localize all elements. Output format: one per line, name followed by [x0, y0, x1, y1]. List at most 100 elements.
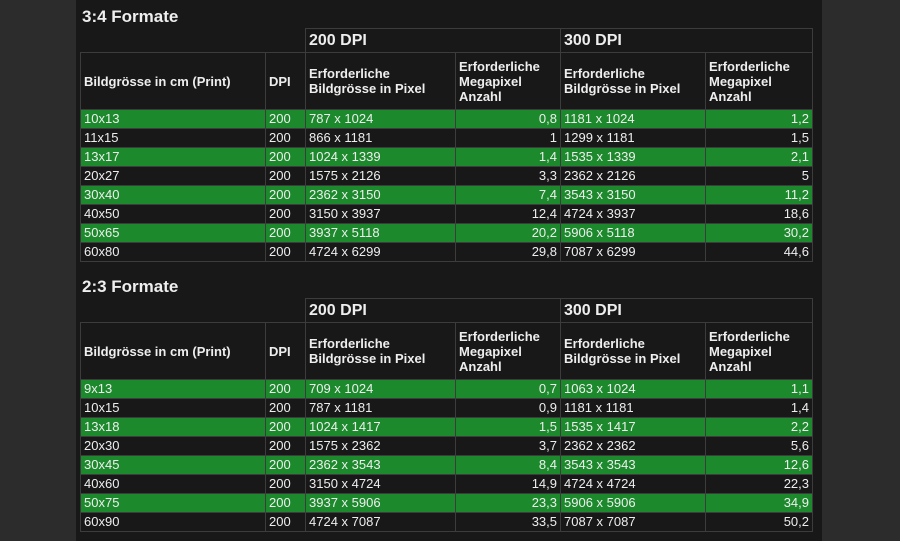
- table-cell: 18,6: [705, 204, 813, 224]
- table-cell: 200: [265, 493, 306, 513]
- table-cell: 20,2: [455, 223, 561, 243]
- table-cell: 10x13: [80, 109, 266, 129]
- table-cell: 4724 x 6299: [305, 242, 456, 262]
- table-cell: 1535 x 1339: [560, 147, 706, 167]
- table-cell: 2362 x 3150: [305, 185, 456, 205]
- table-cell: 200: [265, 185, 306, 205]
- table-cell: 2,1: [705, 147, 813, 167]
- table-cell: 60x90: [80, 512, 266, 532]
- table: 200 DPI 300 DPI Bildgrösse in cm (Print) DP…: [80, 28, 813, 262]
- table-cell: 0,9: [455, 398, 561, 418]
- table-cell: 1535 x 1417: [560, 417, 706, 437]
- group-header: 200 DPI: [305, 298, 561, 323]
- header-cell: Erforderliche Bildgrösse in Pixel: [305, 322, 456, 380]
- table-cell: 2,2: [705, 417, 813, 437]
- section: 2:3 Formate 200 DPI 300 DPI Bildgrösse in c…: [80, 276, 813, 532]
- table: 200 DPI 300 DPI Bildgrösse in cm (Print) DP…: [80, 298, 813, 532]
- table-cell: 200: [265, 109, 306, 129]
- table-cell: 2362 x 2362: [560, 436, 706, 456]
- table-cell: 3937 x 5118: [305, 223, 456, 243]
- table-cell: 200: [265, 204, 306, 224]
- table-cell: 200: [265, 128, 306, 148]
- table-cell: 4724 x 7087: [305, 512, 456, 532]
- table-cell: 50x65: [80, 223, 266, 243]
- header-cell: Erforderliche Megapixel Anzahl: [705, 322, 813, 380]
- table-cell: 1,4: [455, 147, 561, 167]
- table-cell: 3150 x 4724: [305, 474, 456, 494]
- table-row: 30x40 200 2362 x 3150 7,4 3543 x 3150 11,2: [80, 185, 813, 205]
- table-row: 13x17 200 1024 x 1339 1,4 1535 x 1339 2,1: [80, 147, 813, 167]
- table-cell: 2362 x 3543: [305, 455, 456, 475]
- table-row: 20x30 200 1575 x 2362 3,7 2362 x 2362 5,6: [80, 436, 813, 456]
- table-cell: 3937 x 5906: [305, 493, 456, 513]
- table-cell: 709 x 1024: [305, 379, 456, 399]
- table-cell: 200: [265, 455, 306, 475]
- table-cell: 22,3: [705, 474, 813, 494]
- table-cell: 1181 x 1024: [560, 109, 706, 129]
- table-cell: 20x30: [80, 436, 266, 456]
- section-title: 3:4 Formate: [82, 7, 179, 26]
- header-row: Bildgrösse in cm (Print) DPI Erforderliche…: [80, 52, 813, 110]
- table-cell: 200: [265, 166, 306, 186]
- table-row: 11x15 200 866 x 1181 1 1299 x 1181 1,5: [80, 128, 813, 148]
- table-cell: 200: [265, 242, 306, 262]
- header-cell: Erforderliche Megapixel Anzahl: [705, 52, 813, 110]
- group-header-row: 200 DPI 300 DPI: [81, 298, 813, 323]
- table-cell: 44,6: [705, 242, 813, 262]
- table-cell: 1024 x 1417: [305, 417, 456, 437]
- table-cell: 5: [705, 166, 813, 186]
- header-cell: DPI: [265, 322, 306, 380]
- table-cell: 3543 x 3150: [560, 185, 706, 205]
- empty-cell: [266, 29, 306, 53]
- header-cell: Bildgrösse in cm (Print): [80, 322, 266, 380]
- table-cell: 14,9: [455, 474, 561, 494]
- table-cell: 3150 x 3937: [305, 204, 456, 224]
- table-cell: 1181 x 1181: [560, 398, 706, 418]
- table-cell: 866 x 1181: [305, 128, 456, 148]
- table-cell: 200: [265, 147, 306, 167]
- header-cell: Erforderliche Bildgrösse in Pixel: [305, 52, 456, 110]
- table-row: 13x18 200 1024 x 1417 1,5 1535 x 1417 2,2: [80, 417, 813, 437]
- table-cell: 30,2: [705, 223, 813, 243]
- table-cell: 4724 x 4724: [560, 474, 706, 494]
- header-cell: Bildgrösse in cm (Print): [80, 52, 266, 110]
- table-cell: 200: [265, 398, 306, 418]
- table-cell: 1575 x 2362: [305, 436, 456, 456]
- table-row: 40x60 200 3150 x 4724 14,9 4724 x 4724 22,3: [80, 474, 813, 494]
- table-cell: 1575 x 2126: [305, 166, 456, 186]
- section: 3:4 Formate 200 DPI 300 DPI Bildgrösse in c…: [80, 6, 813, 262]
- header-row: Bildgrösse in cm (Print) DPI Erforderliche…: [80, 322, 813, 380]
- table-cell: 60x80: [80, 242, 266, 262]
- table-cell: 30x40: [80, 185, 266, 205]
- empty-cell: [81, 29, 266, 53]
- table-cell: 29,8: [455, 242, 561, 262]
- table-cell: 40x50: [80, 204, 266, 224]
- table-cell: 5,6: [705, 436, 813, 456]
- empty-cell: [81, 299, 266, 323]
- table-cell: 11,2: [705, 185, 813, 205]
- table-row: 20x27 200 1575 x 2126 3,3 2362 x 2126 5: [80, 166, 813, 186]
- table-row: 60x90 200 4724 x 7087 33,5 7087 x 7087 50,2: [80, 512, 813, 532]
- table-row: 9x13 200 709 x 1024 0,7 1063 x 1024 1,1: [80, 379, 813, 399]
- group-header: 200 DPI: [305, 28, 561, 53]
- table-cell: 3,3: [455, 166, 561, 186]
- table-cell: 0,7: [455, 379, 561, 399]
- header-cell: Erforderliche Megapixel Anzahl: [455, 52, 561, 110]
- table-cell: 9x13: [80, 379, 266, 399]
- table-cell: 33,5: [455, 512, 561, 532]
- table-cell: 2362 x 2126: [560, 166, 706, 186]
- table-cell: 200: [265, 474, 306, 494]
- table-cell: 787 x 1024: [305, 109, 456, 129]
- table-cell: 787 x 1181: [305, 398, 456, 418]
- group-header: 300 DPI: [560, 28, 813, 53]
- table-cell: 1,4: [705, 398, 813, 418]
- table-cell: 200: [265, 512, 306, 532]
- table-row: 30x45 200 2362 x 3543 8,4 3543 x 3543 12,6: [80, 455, 813, 475]
- table-row: 10x13 200 787 x 1024 0,8 1181 x 1024 1,2: [80, 109, 813, 129]
- table-cell: 200: [265, 223, 306, 243]
- table-cell: 1,1: [705, 379, 813, 399]
- table-cell: 200: [265, 379, 306, 399]
- table-cell: 13x17: [80, 147, 266, 167]
- table-cell: 12,4: [455, 204, 561, 224]
- table-cell: 30x45: [80, 455, 266, 475]
